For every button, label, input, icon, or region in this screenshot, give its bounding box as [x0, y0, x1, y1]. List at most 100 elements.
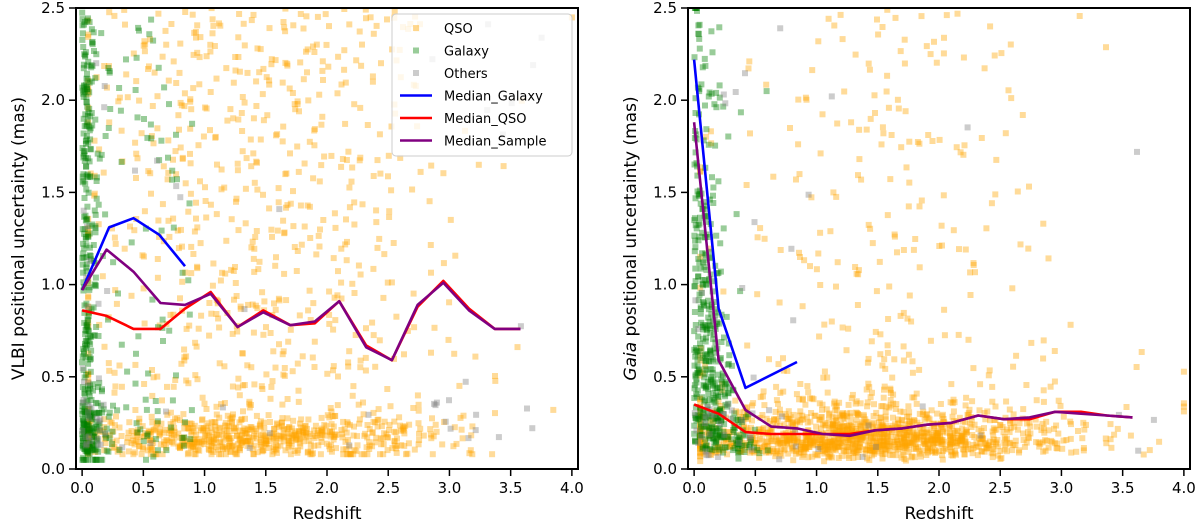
scatter-point-qso — [884, 212, 891, 219]
scatter-point-qso — [107, 432, 114, 439]
scatter-point-qso — [550, 406, 557, 413]
scatter-point-galaxy — [173, 131, 179, 138]
scatter-point-qso — [949, 433, 956, 440]
scatter-point-qso — [326, 23, 332, 30]
scatter-point-galaxy — [703, 423, 710, 430]
scatter-point-qso — [234, 160, 241, 167]
scatter-point-galaxy — [91, 281, 98, 288]
scatter-point-qso — [164, 176, 171, 183]
scatter-point-qso — [948, 448, 955, 455]
scatter-point-qso — [355, 401, 362, 408]
scatter-point-others — [692, 297, 699, 304]
scatter-point-qso — [775, 400, 781, 407]
scatter-point-qso — [263, 438, 270, 444]
scatter-point-others — [865, 422, 872, 429]
scatter-point-qso — [986, 438, 993, 445]
scatter-series-qso — [697, 8, 1187, 465]
scatter-point-qso — [253, 78, 260, 85]
scatter-point-galaxy — [92, 447, 99, 454]
scatter-point-qso — [1028, 339, 1035, 346]
scatter-point-qso — [932, 436, 939, 443]
scatter-point-qso — [845, 424, 852, 431]
scatter-point-qso — [364, 422, 371, 428]
scatter-point-qso — [363, 15, 369, 22]
scatter-point-qso — [807, 440, 814, 447]
scatter-point-qso — [958, 432, 965, 439]
scatter-point-qso — [238, 439, 245, 446]
scatter-point-qso — [341, 47, 348, 54]
scatter-point-qso — [910, 428, 917, 435]
scatter-point-qso — [873, 428, 880, 435]
scatter-point-qso — [342, 120, 349, 127]
scatter-point-qso — [877, 424, 884, 431]
scatter-point-qso — [727, 443, 734, 449]
scatter-point-qso — [204, 427, 211, 434]
scatter-point-qso — [760, 448, 766, 454]
scatter-point-qso — [139, 445, 146, 452]
scatter-point-qso — [237, 432, 244, 439]
scatter-point-qso — [883, 403, 890, 410]
scatter-point-qso — [829, 420, 836, 427]
scatter-point-qso — [962, 427, 969, 433]
scatter-point-others — [85, 409, 92, 416]
scatter-point-qso — [712, 444, 719, 451]
scatter-point-qso — [225, 433, 232, 439]
scatter-point-galaxy — [716, 433, 723, 439]
scatter-point-galaxy — [739, 419, 746, 425]
scatter-point-galaxy — [84, 324, 91, 331]
scatter-point-qso — [824, 389, 831, 396]
scatter-point-qso — [1054, 440, 1061, 447]
scatter-point-qso — [900, 247, 907, 253]
scatter-point-qso — [223, 445, 230, 452]
scatter-point-qso — [807, 440, 814, 447]
scatter-point-qso — [181, 103, 188, 110]
scatter-point-qso — [746, 449, 753, 456]
scatter-point-qso — [905, 439, 912, 446]
scatter-point-galaxy — [83, 62, 90, 69]
scatter-point-qso — [809, 453, 816, 460]
scatter-point-qso — [940, 192, 947, 199]
scatter-point-galaxy — [691, 217, 698, 224]
scatter-point-qso — [935, 436, 941, 443]
scatter-point-qso — [802, 401, 809, 408]
scatter-point-qso — [208, 419, 215, 426]
scatter-point-qso — [319, 431, 326, 438]
scatter-point-qso — [784, 367, 791, 374]
scatter-point-galaxy — [158, 227, 165, 234]
scatter-point-qso — [359, 41, 365, 48]
scatter-point-qso — [271, 300, 277, 307]
scatter-point-galaxy — [133, 350, 139, 357]
scatter-point-qso — [241, 382, 248, 388]
scatter-point-qso — [279, 433, 286, 440]
scatter-point-qso — [854, 421, 861, 428]
scatter-point-qso — [173, 80, 180, 86]
scatter-point-qso — [204, 432, 211, 439]
scatter-point-qso — [207, 442, 214, 449]
scatter-point-others — [86, 257, 93, 264]
scatter-point-qso — [253, 425, 259, 432]
scatter-point-qso — [207, 127, 213, 134]
scatter-point-qso — [729, 429, 736, 436]
scatter-point-qso — [96, 146, 103, 153]
scatter-point-qso — [761, 443, 767, 450]
scatter-point-qso — [898, 435, 905, 442]
scatter-point-qso — [697, 164, 704, 171]
scatter-point-qso — [846, 447, 852, 454]
scatter-point-qso — [213, 311, 220, 317]
scatter-point-qso — [939, 436, 946, 443]
scatter-point-qso — [787, 419, 794, 426]
scatter-point-qso — [957, 435, 964, 442]
scatter-point-qso — [248, 424, 255, 431]
scatter-point-qso — [993, 440, 1000, 447]
scatter-point-galaxy — [713, 104, 720, 111]
scatter-point-qso — [249, 238, 256, 245]
scatter-point-qso — [744, 342, 751, 349]
scatter-point-galaxy — [692, 371, 699, 378]
scatter-point-others — [431, 400, 438, 407]
scatter-point-qso — [170, 58, 177, 65]
scatter-point-qso — [864, 359, 871, 366]
scatter-point-qso — [902, 421, 909, 428]
scatter-point-qso — [1002, 442, 1009, 449]
scatter-point-qso — [240, 408, 246, 415]
scatter-point-galaxy — [103, 425, 110, 432]
